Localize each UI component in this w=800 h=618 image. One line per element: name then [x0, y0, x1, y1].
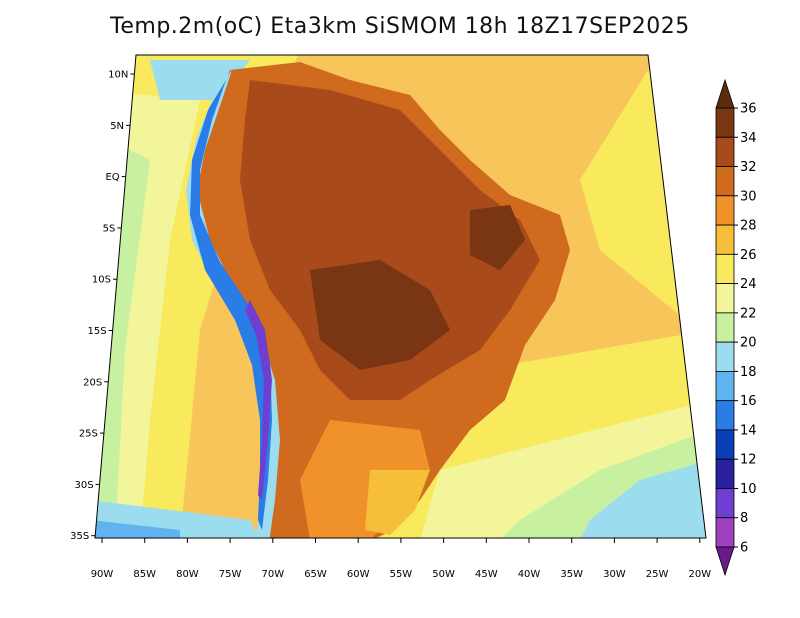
colorbar-segment — [715, 517, 735, 548]
andes-high — [245, 300, 272, 500]
colorbar-label: 26 — [740, 248, 757, 263]
colorbar-segment — [715, 488, 735, 519]
colorbar-segment — [715, 341, 735, 372]
colorbar-segment — [715, 166, 735, 197]
lon-label: 55W — [390, 569, 413, 580]
colorbar-label: 36 — [740, 102, 757, 117]
colorbar-label: 30 — [740, 189, 757, 204]
longitude-axis: 90W 85W 80W 75W 70W 65W 60W 55W 50W 45W 40W 35W 30W 2… — [91, 538, 711, 580]
lon-label: 30W — [603, 569, 626, 580]
lat-label: 30S — [74, 480, 93, 491]
pacific-south-cold — [95, 520, 180, 538]
colorbar-label: 16 — [740, 394, 757, 409]
colorbar-segment — [715, 283, 735, 314]
colorbar-segment — [715, 224, 735, 255]
colorbar-label: 12 — [740, 453, 757, 468]
lat-label: 10N — [108, 70, 128, 81]
colorbar-label: 22 — [740, 306, 757, 321]
northeast-very-hot — [470, 205, 525, 270]
colorbar-segment — [715, 429, 735, 460]
lat-label: 15S — [88, 326, 107, 337]
lat-label: 10S — [92, 275, 111, 286]
interior-hot — [240, 80, 540, 400]
latitude-axis: 10N 5N EQ 5S 10S 15S 20S 25S 30S 35S — [70, 70, 135, 542]
lat-label: 25S — [79, 429, 98, 440]
colorbar-label: 34 — [740, 131, 757, 146]
colorbar-label: 24 — [740, 277, 757, 292]
south-mild — [365, 470, 430, 535]
colorbar-segment — [715, 312, 735, 343]
colorbar-segment — [715, 458, 735, 489]
lon-label: 70W — [261, 569, 284, 580]
map-frame — [94, 54, 707, 539]
lat-label: 5N — [110, 121, 124, 132]
lon-label: 65W — [304, 569, 327, 580]
colorbar-label: 10 — [740, 482, 757, 497]
colorbar-label: 18 — [740, 365, 757, 380]
lat-label: 20S — [83, 377, 102, 388]
colorbar-label: 20 — [740, 336, 757, 351]
lon-label: 75W — [219, 569, 242, 580]
colorbar-top-arrow — [715, 78, 735, 109]
lon-label: 40W — [518, 569, 541, 580]
colorbar-label: 28 — [740, 219, 757, 234]
colorbar-segment — [715, 253, 735, 284]
andes-cold — [190, 80, 272, 530]
atlantic-south — [580, 460, 706, 538]
colorbar: 36 34 32 30 28 26 24 22 20 18 16 14 12 10 8 6 — [715, 78, 757, 577]
lon-label: 25W — [646, 569, 669, 580]
lon-label: 60W — [347, 569, 370, 580]
interior-very-hot — [310, 260, 450, 370]
colorbar-segment — [715, 136, 735, 167]
colorbar-segment — [715, 400, 735, 431]
lon-label: 90W — [91, 569, 114, 580]
map-title: Temp.2m(oC) Eta3km SiSMOM 18h 18Z17SEP20… — [110, 14, 690, 39]
colorbar-label: 14 — [740, 423, 757, 438]
lon-label: 35W — [560, 569, 583, 580]
lon-label: 80W — [176, 569, 199, 580]
lat-label: 5S — [103, 223, 116, 234]
lon-label: 45W — [475, 569, 498, 580]
lon-label: 85W — [133, 569, 156, 580]
lat-label: EQ — [105, 172, 119, 183]
colorbar-segment — [715, 107, 735, 138]
colorbar-label: 6 — [740, 541, 748, 556]
lat-label: 35S — [70, 531, 89, 542]
lon-label: 50W — [432, 569, 455, 580]
colorbar-label: 8 — [740, 511, 748, 526]
colorbar-bottom-arrow — [715, 546, 735, 577]
lon-label: 20W — [688, 569, 711, 580]
colorbar-segment — [715, 370, 735, 402]
colorbar-label: 32 — [740, 160, 757, 175]
colorbar-segment — [715, 195, 735, 226]
